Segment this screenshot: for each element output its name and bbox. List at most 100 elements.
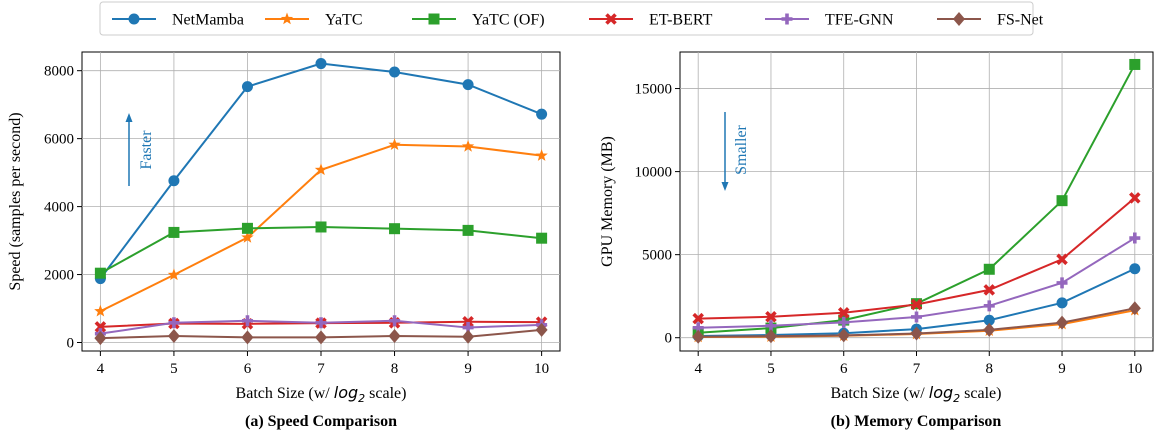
legend-label: ET-BERT <box>649 12 713 29</box>
netmamba-legend-marker <box>128 13 140 25</box>
legend-item-netmamba: NetMamba <box>112 12 244 29</box>
legend-label: YaTC <box>325 12 363 29</box>
fs-net-point <box>910 326 923 341</box>
x-tick-label: 10 <box>534 361 549 377</box>
tfe-gnn-point <box>1056 277 1068 289</box>
fs-net-point <box>388 329 401 344</box>
y-tick-label: 2000 <box>44 268 74 284</box>
x-tick-label: 5 <box>170 361 178 377</box>
y-tick-label: 8000 <box>44 64 74 80</box>
fs-net-point <box>94 331 107 346</box>
fs-net-point <box>1056 315 1069 330</box>
faster-label: Faster <box>138 130 155 170</box>
fs-net-point <box>462 329 475 344</box>
speed-y-axis-label: Speed (samples per second) <box>7 112 24 290</box>
x-tick-label: 8 <box>986 361 994 377</box>
legend-item-yatc-of: YaTC (OF) <box>412 12 545 29</box>
series-fs-net <box>692 301 1141 344</box>
x-tick-label: 5 <box>767 361 775 377</box>
et-bert-legend-marker <box>605 13 617 25</box>
yatc-point <box>241 231 254 243</box>
legend: NetMamba YaTC YaTC (OF) ET-BERT TFE-GNN FS-Ne… <box>99 1 1044 36</box>
x-tick-label: 7 <box>317 361 325 377</box>
netmamba-point <box>1056 297 1068 309</box>
netmamba-point <box>462 79 474 91</box>
y-tick-label: 5000 <box>642 248 672 264</box>
x-tick-label: 10 <box>1127 361 1142 377</box>
tfe-gnn-point <box>1129 232 1141 244</box>
et-bert-point <box>692 312 704 325</box>
fs-net-point <box>692 329 705 344</box>
x-tick-label: 9 <box>464 361 472 377</box>
yatc-of-point <box>1056 195 1068 207</box>
tfe-gnn-point <box>983 300 995 312</box>
yatc-of-point <box>462 224 474 236</box>
legend-item-yatc: YaTC <box>265 12 363 29</box>
y-tick-label: 4000 <box>44 200 74 216</box>
et-bert-point <box>837 307 850 319</box>
x-tick-label: 8 <box>391 361 399 377</box>
speed-axis-ticks: 4 5 6 7 8 9 10 0 2000 4000 6000 8000 <box>44 64 549 377</box>
yatc-of-point <box>1129 58 1141 70</box>
memory-y-axis-label: GPU Memory (MB) <box>599 136 616 267</box>
fs-net-point <box>983 322 996 337</box>
netmamba-point <box>241 81 253 93</box>
et-bert-point <box>462 316 474 328</box>
et-bert-point <box>1056 253 1068 266</box>
legend-item-et-bert: ET-BERT <box>589 12 713 29</box>
tfe-gnn-point <box>168 317 180 329</box>
et-bert-point <box>94 321 107 333</box>
tfe-gnn-point <box>315 317 327 329</box>
legend-label: NetMamba <box>172 12 244 29</box>
speed-series <box>94 58 548 346</box>
yatc-point <box>388 138 401 151</box>
faster-annotation: Faster <box>125 113 155 186</box>
netmamba-point <box>315 58 327 70</box>
memory-x-axis-label: Batch Size (w/ log2 scale) <box>831 383 1002 405</box>
fs-net-point <box>837 328 850 343</box>
series-yatc-of <box>94 221 548 279</box>
x-tick-label: 6 <box>840 361 848 377</box>
series-yatc <box>94 138 548 317</box>
legend-label: YaTC (OF) <box>472 12 545 29</box>
netmamba-point <box>983 314 995 326</box>
x-tick-label: 6 <box>244 361 252 377</box>
yatc-of-point <box>241 222 253 234</box>
yatc-point <box>314 163 328 176</box>
et-bert-point <box>1129 192 1141 204</box>
fs-net-point <box>535 322 548 337</box>
yatc-legend-marker <box>280 12 294 25</box>
tfe-gnn-point <box>838 316 850 328</box>
y-tick-label: 0 <box>665 331 673 347</box>
netmamba-point <box>168 175 180 187</box>
legend-item-fs-net: FS-Net <box>937 12 1044 29</box>
legend-item-tfe-gnn: TFE-GNN <box>765 12 894 29</box>
yatc-of-point <box>315 221 327 233</box>
yatc-point <box>167 268 181 281</box>
down-arrowhead-icon <box>721 182 729 191</box>
et-bert-point <box>765 311 777 323</box>
yatc-of-point <box>94 267 106 279</box>
fs-net-point <box>764 329 777 344</box>
memory-series <box>692 58 1141 344</box>
yatc-of-point <box>389 223 401 235</box>
y-tick-label: 15000 <box>635 82 673 98</box>
y-tick-label: 10000 <box>635 165 673 181</box>
memory-caption: (b) Memory Comparison <box>831 413 1002 430</box>
fs-net-point <box>1128 301 1141 316</box>
tfe-gnn-point <box>241 315 253 327</box>
netmamba-point <box>536 108 548 120</box>
yatc-of-legend-marker <box>428 13 440 25</box>
up-arrowhead-icon <box>125 113 133 122</box>
tfe-gnn-legend-marker <box>781 13 793 25</box>
x-tick-label: 4 <box>694 361 702 377</box>
et-bert-point <box>910 298 923 311</box>
tfe-gnn-point <box>389 315 401 327</box>
x-tick-label: 4 <box>97 361 105 377</box>
series-fs-net <box>94 322 548 346</box>
yatc-point <box>535 149 548 161</box>
x-tick-label: 9 <box>1058 361 1066 377</box>
memory-axis-ticks: 4 5 6 7 8 9 10 0 5000 10000 15000 <box>635 82 1143 377</box>
